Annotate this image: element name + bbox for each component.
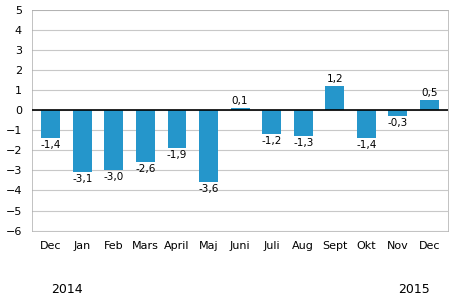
Text: 1,2: 1,2	[326, 74, 343, 84]
Bar	[41, 110, 60, 138]
Text: 0,5: 0,5	[421, 88, 438, 98]
Text: -3,1: -3,1	[72, 174, 93, 185]
Text: -3,0: -3,0	[104, 172, 124, 182]
Bar	[104, 110, 123, 170]
Bar	[73, 110, 92, 172]
Bar	[262, 110, 281, 134]
Bar	[326, 86, 344, 110]
Bar	[136, 110, 155, 162]
Text: -3,6: -3,6	[198, 185, 219, 194]
Text: 2014: 2014	[51, 284, 82, 297]
Text: -2,6: -2,6	[135, 164, 156, 174]
Bar	[168, 110, 187, 148]
Bar	[231, 108, 250, 110]
Bar	[420, 100, 439, 110]
Bar	[389, 110, 407, 116]
Text: -1,2: -1,2	[262, 136, 282, 146]
Text: -1,3: -1,3	[293, 138, 313, 148]
Text: 0,1: 0,1	[232, 96, 248, 106]
Bar	[357, 110, 376, 138]
Text: -1,4: -1,4	[356, 140, 376, 150]
Text: -1,9: -1,9	[167, 150, 187, 160]
Text: 2015: 2015	[398, 284, 429, 297]
Text: -0,3: -0,3	[388, 118, 408, 128]
Bar	[294, 110, 313, 136]
Bar	[199, 110, 218, 182]
Text: -1,4: -1,4	[40, 140, 61, 150]
